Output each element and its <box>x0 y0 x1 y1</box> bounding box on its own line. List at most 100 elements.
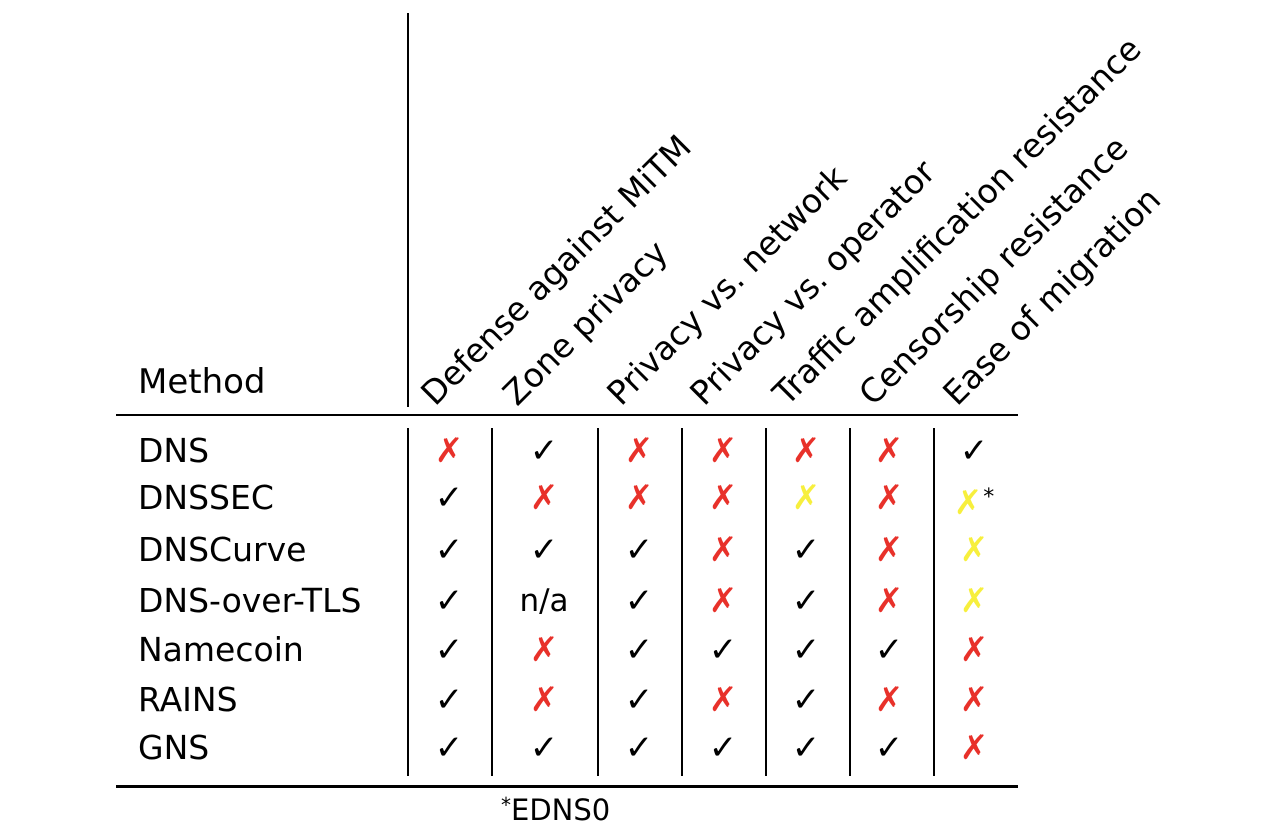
cell-value: ✗ <box>959 581 989 621</box>
cross-icon: ✗ <box>859 581 919 621</box>
check-icon: ✓ <box>609 581 669 621</box>
cell-value: ✗ <box>959 728 989 768</box>
cell-value: ✓ <box>434 530 464 570</box>
cell-value: ✗ <box>874 431 904 471</box>
method-label: DNS-over-TLS <box>138 581 362 620</box>
cell-value: ✓ <box>624 581 654 621</box>
check-icon: ✓ <box>419 530 479 570</box>
cell-value: ✗ <box>791 431 821 471</box>
cell-value: ✓ <box>791 530 821 570</box>
method-label: DNSSEC <box>138 478 274 517</box>
check-icon: ✓ <box>859 728 919 768</box>
cross-icon: ✗ <box>944 581 1004 621</box>
cross-icon: ✗ <box>776 431 836 471</box>
method-label: DNSCurve <box>138 530 307 569</box>
cell-value: ✗ <box>529 630 559 670</box>
footnote: *EDNS0 <box>501 787 610 828</box>
cell-value: ✓ <box>529 530 559 570</box>
check-icon: ✓ <box>776 530 836 570</box>
cell-value: ✗ <box>708 680 738 720</box>
cross-icon: ✗ <box>859 530 919 570</box>
check-icon: ✓ <box>776 581 836 621</box>
check-icon: ✓ <box>419 728 479 768</box>
cell-value: ✓ <box>959 431 989 471</box>
cell-value: ✓ <box>624 728 654 768</box>
method-label: DNS <box>138 431 210 470</box>
check-icon: ✓ <box>609 680 669 720</box>
bottom-rule <box>116 785 1018 788</box>
cross-icon: ✗ <box>693 478 753 518</box>
cell-value: ✗ <box>529 680 559 720</box>
check-icon: ✓ <box>514 530 574 570</box>
check-icon: ✓ <box>514 431 574 471</box>
check-icon: ✓ <box>776 630 836 670</box>
cell-value: ✗ <box>959 680 989 720</box>
cell-value: ✓ <box>624 530 654 570</box>
column-divider <box>491 428 493 776</box>
method-label: Namecoin <box>138 630 304 669</box>
cross-icon: ✗ <box>776 478 836 518</box>
cell-value: ✓ <box>874 630 904 670</box>
cell-value: ✓ <box>434 680 464 720</box>
na-cell: n/a <box>514 581 574 621</box>
cell-value: ✓ <box>791 581 821 621</box>
cell-value: ✓ <box>434 581 464 621</box>
footnote-mark: * <box>501 793 511 817</box>
check-icon: ✓ <box>609 530 669 570</box>
check-icon: ✓ <box>419 630 479 670</box>
method-label: GNS <box>138 728 210 767</box>
cell-value: ✗ <box>708 581 738 621</box>
check-icon: ✓ <box>776 728 836 768</box>
cell-value: ✓ <box>874 728 904 768</box>
cell-value: ✗ <box>708 530 738 570</box>
cell-value: ✓ <box>708 630 738 670</box>
cross-icon: ✗ <box>419 431 479 471</box>
cell-value: ✓ <box>624 630 654 670</box>
cross-icon: ✗* <box>944 478 1004 523</box>
check-icon: ✓ <box>776 680 836 720</box>
cell-value: ✓ <box>529 431 559 471</box>
cell-value: ✓ <box>434 728 464 768</box>
header-rule <box>116 414 1018 416</box>
column-divider <box>849 428 851 776</box>
cell-value: ✗ <box>529 478 559 518</box>
cell-value: ✗ <box>953 483 983 523</box>
cross-icon: ✗ <box>859 680 919 720</box>
footnote-text: EDNS0 <box>511 793 611 827</box>
cell-value: ✓ <box>529 728 559 768</box>
column-divider <box>597 428 599 776</box>
column-divider <box>933 428 935 776</box>
cell-value: ✗ <box>874 680 904 720</box>
method-column-header: Method <box>138 362 266 402</box>
check-icon: ✓ <box>514 728 574 768</box>
cell-value: ✓ <box>791 728 821 768</box>
cell-value: ✓ <box>791 630 821 670</box>
footnote-mark: * <box>983 485 995 510</box>
cell-value: ✗ <box>874 478 904 518</box>
cell-value: ✓ <box>624 680 654 720</box>
cell-value: ✗ <box>624 431 654 471</box>
check-icon: ✓ <box>419 478 479 518</box>
cell-value: ✗ <box>708 431 738 471</box>
cell-value: ✗ <box>959 630 989 670</box>
cross-icon: ✗ <box>859 431 919 471</box>
check-icon: ✓ <box>419 680 479 720</box>
cell-value: n/a <box>519 583 569 619</box>
cell-value: ✓ <box>791 680 821 720</box>
cell-value: ✓ <box>434 630 464 670</box>
cross-icon: ✗ <box>944 630 1004 670</box>
cell-value: ✗ <box>708 478 738 518</box>
header-divider <box>407 13 409 407</box>
cell-value: ✗ <box>874 530 904 570</box>
check-icon: ✓ <box>419 581 479 621</box>
cross-icon: ✗ <box>514 630 574 670</box>
cross-icon: ✗ <box>944 530 1004 570</box>
check-icon: ✓ <box>609 728 669 768</box>
cross-icon: ✗ <box>609 478 669 518</box>
cross-icon: ✗ <box>693 530 753 570</box>
check-icon: ✓ <box>859 630 919 670</box>
cell-value: ✗ <box>434 431 464 471</box>
cross-icon: ✗ <box>944 728 1004 768</box>
cell-value: ✓ <box>434 478 464 518</box>
cross-icon: ✗ <box>944 680 1004 720</box>
